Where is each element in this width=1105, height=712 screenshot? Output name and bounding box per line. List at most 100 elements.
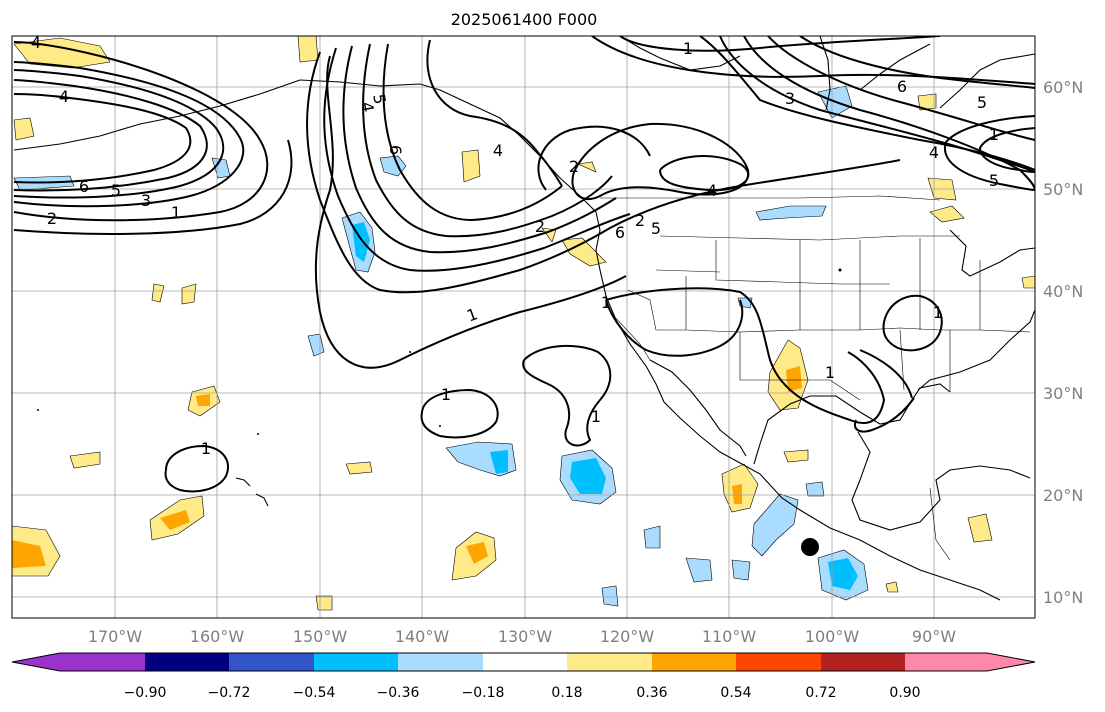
lat-label: 60°N bbox=[1043, 78, 1083, 97]
contour-label: 6 bbox=[386, 145, 405, 155]
contour-label: 4 bbox=[31, 33, 41, 52]
contour-label: 1 bbox=[171, 203, 181, 222]
colorbar-tick: −0.54 bbox=[293, 685, 336, 701]
contour-label: 2 bbox=[635, 211, 645, 230]
colorbar-segment bbox=[905, 653, 987, 671]
contour-label: 1 bbox=[933, 303, 943, 322]
contour-label: 1 bbox=[441, 385, 451, 404]
anomaly-patch bbox=[732, 484, 742, 504]
anomaly-patch bbox=[751, 493, 799, 557]
contour-label: 1 bbox=[601, 293, 611, 312]
colorbar-tick: 0.54 bbox=[720, 685, 751, 701]
lon-label: 140°W bbox=[395, 627, 450, 646]
anomaly-patch bbox=[151, 283, 165, 303]
colorbar-segment bbox=[821, 653, 905, 671]
contour-label: 4 bbox=[493, 141, 503, 160]
contour-label: 1 bbox=[989, 125, 999, 144]
contour-label: 4 bbox=[357, 100, 377, 113]
contour-label: 1 bbox=[464, 304, 480, 325]
anomaly-patch bbox=[570, 458, 606, 494]
anomaly-patch bbox=[181, 283, 197, 305]
contour-label: 1 bbox=[683, 39, 693, 58]
anomaly-patch bbox=[69, 451, 101, 469]
contour-label: 5 bbox=[651, 219, 661, 238]
anomaly-patch bbox=[731, 559, 751, 581]
anomaly-patch bbox=[885, 581, 899, 593]
colorbar-extend-max bbox=[987, 653, 1035, 671]
colorbar-segment bbox=[652, 653, 736, 671]
anomaly-patch bbox=[1021, 275, 1035, 289]
anomaly-patch bbox=[643, 525, 661, 549]
anomaly-patch bbox=[805, 481, 825, 497]
islands bbox=[37, 268, 842, 435]
contour-label: 6 bbox=[79, 177, 89, 196]
lon-label: 130°W bbox=[498, 627, 553, 646]
anomaly-patch bbox=[541, 227, 557, 243]
anomaly-patch bbox=[601, 585, 619, 607]
anomaly-patch bbox=[315, 595, 333, 611]
contour-label: 3 bbox=[785, 89, 795, 108]
contour-lines bbox=[13, 36, 1035, 493]
contour-label: 3 bbox=[141, 191, 151, 210]
lon-label: 110°W bbox=[702, 627, 757, 646]
coastlines bbox=[13, 36, 1035, 601]
anomaly-patch bbox=[576, 161, 597, 173]
anomaly-patch bbox=[783, 449, 809, 463]
contour-label: 5 bbox=[989, 171, 999, 190]
colorbar-segment bbox=[145, 653, 229, 671]
contour-label: 4 bbox=[59, 87, 69, 106]
colorbar-segment bbox=[229, 653, 314, 671]
lon-label: 90°W bbox=[912, 627, 956, 646]
anomaly-patch bbox=[160, 510, 190, 530]
colorbar-ticks: −0.90 −0.72 −0.54 −0.36 −0.18 0.18 0.36 … bbox=[124, 685, 921, 701]
anomaly-patch bbox=[461, 149, 481, 183]
anomaly-patch bbox=[345, 461, 373, 475]
lat-label: 30°N bbox=[1043, 384, 1083, 403]
colorbar-segment bbox=[314, 653, 398, 671]
anomaly-patch bbox=[12, 540, 46, 568]
contour-label: 5 bbox=[369, 92, 389, 105]
colorbar-tick: −0.18 bbox=[462, 685, 505, 701]
state-borders bbox=[600, 195, 1031, 561]
colorbar-outline bbox=[11, 652, 1036, 672]
contour-label: 1 bbox=[201, 439, 211, 458]
contour-label: 5 bbox=[111, 181, 121, 200]
lon-label: 100°W bbox=[805, 627, 860, 646]
shaded-anomalies bbox=[12, 36, 1035, 611]
anomaly-patch bbox=[196, 394, 210, 406]
anomaly-patch bbox=[755, 205, 827, 221]
colorbar-tick: 0.18 bbox=[551, 685, 582, 701]
map-frame bbox=[11, 35, 1036, 619]
colorbar bbox=[11, 652, 1036, 672]
lon-label: 120°W bbox=[600, 627, 655, 646]
latitude-labels: 60°N 50°N 40°N 30°N 20°N 10°N bbox=[1043, 78, 1083, 607]
anomaly-patch bbox=[786, 366, 802, 392]
contour-labels: 4 4 6 5 3 2 1 1 5 4 6 1 2 4 2 6 5 2 4 1 … bbox=[31, 33, 999, 458]
colorbar-tick: 0.72 bbox=[805, 685, 836, 701]
lat-label: 50°N bbox=[1043, 180, 1083, 199]
lon-label: 150°W bbox=[293, 627, 348, 646]
colorbar-tick: 0.36 bbox=[636, 685, 667, 701]
colorbar-segment bbox=[736, 653, 821, 671]
contour-label: 2 bbox=[47, 209, 57, 228]
lon-label: 160°W bbox=[190, 627, 245, 646]
contour-label: 2 bbox=[569, 157, 579, 176]
contour-label: 4 bbox=[929, 143, 939, 162]
anomaly-patch bbox=[490, 450, 508, 474]
colorbar-segment bbox=[398, 653, 483, 671]
colorbar-segment bbox=[567, 653, 652, 671]
longitude-labels: 170°W 160°W 150°W 140°W 130°W 120°W 110°… bbox=[88, 627, 956, 646]
contour-label: 2 bbox=[535, 217, 545, 236]
map-title: 2025061400 F000 bbox=[450, 10, 598, 29]
anomaly-patch bbox=[967, 513, 993, 543]
lon-label: 170°W bbox=[88, 627, 143, 646]
lat-label: 20°N bbox=[1043, 486, 1083, 505]
colorbar-segment bbox=[483, 653, 567, 671]
anomaly-patch bbox=[828, 558, 858, 590]
anomaly-patch bbox=[297, 36, 319, 63]
anomaly-patch bbox=[13, 117, 35, 141]
contour-label: 6 bbox=[615, 223, 625, 242]
anomaly-patch bbox=[466, 542, 488, 564]
contour-label: 4 bbox=[707, 181, 717, 200]
location-marker bbox=[801, 538, 819, 556]
